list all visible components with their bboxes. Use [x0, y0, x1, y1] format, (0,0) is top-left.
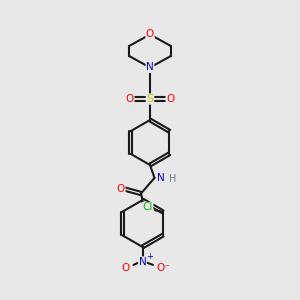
Text: S: S — [146, 94, 154, 104]
Text: O: O — [166, 94, 174, 104]
Text: O⁻: O⁻ — [156, 263, 170, 273]
Text: N: N — [146, 62, 154, 73]
Text: N: N — [139, 257, 146, 267]
Text: O: O — [117, 184, 125, 194]
Text: H: H — [169, 174, 177, 184]
Text: O: O — [121, 263, 130, 273]
Text: Cl: Cl — [142, 202, 153, 212]
Text: O: O — [126, 94, 134, 104]
Text: N: N — [157, 173, 165, 183]
Text: +: + — [146, 252, 153, 261]
Text: O: O — [146, 29, 154, 40]
